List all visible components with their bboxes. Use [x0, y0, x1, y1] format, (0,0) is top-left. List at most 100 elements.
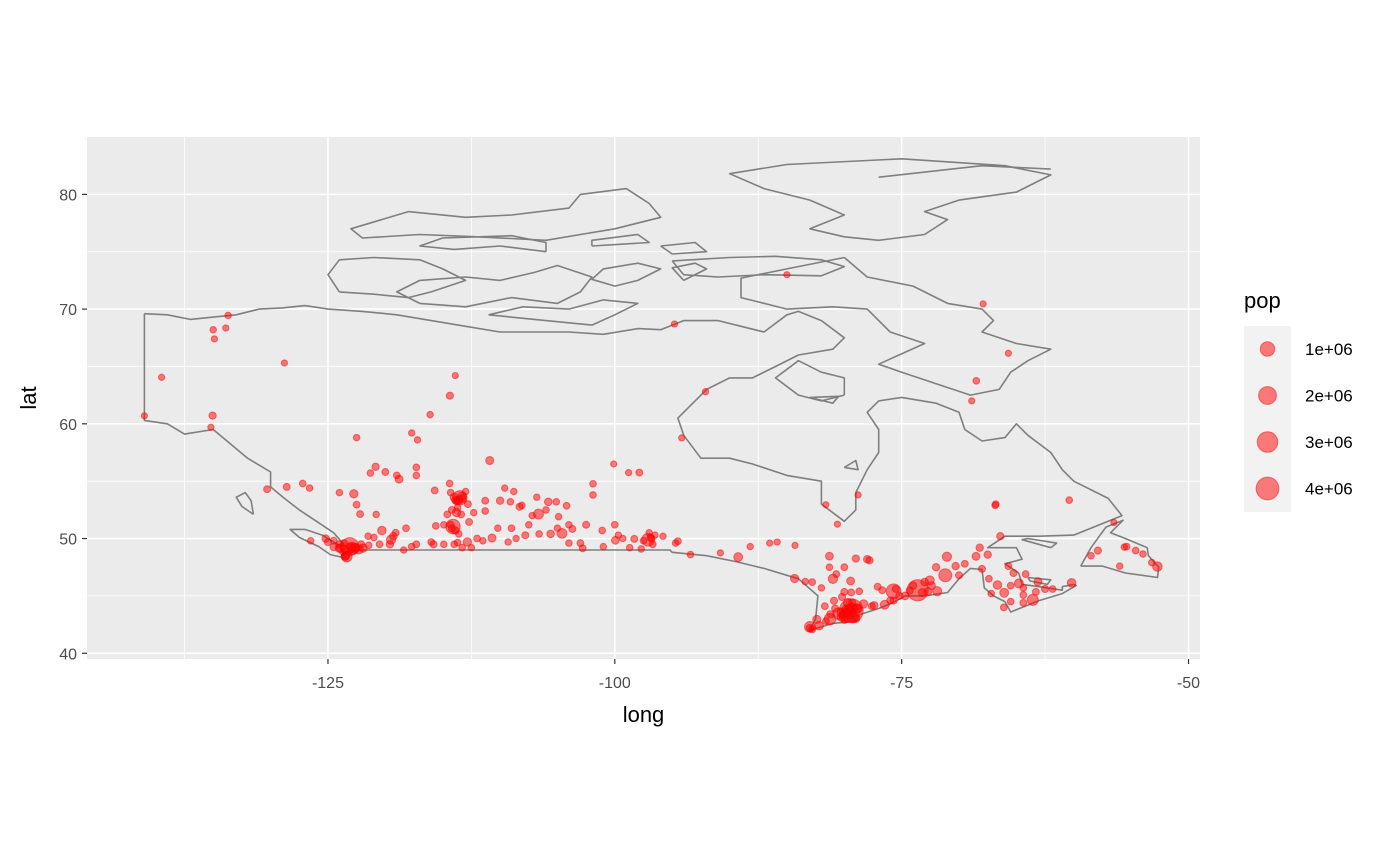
city-point: [996, 532, 1005, 541]
city-point: [599, 542, 608, 551]
city-point: [733, 552, 744, 563]
city-point: [340, 550, 351, 561]
city-point: [968, 397, 976, 405]
city-point: [826, 610, 835, 619]
city-point: [791, 541, 799, 550]
city-point: [938, 568, 953, 583]
city-point: [999, 603, 1008, 612]
city-point: [635, 468, 644, 477]
city-point: [801, 577, 810, 586]
outline-path: [843, 459, 859, 471]
city-point: [1066, 577, 1077, 588]
city-point: [1021, 570, 1030, 579]
city-point: [960, 559, 969, 568]
city-point: [494, 524, 502, 532]
city-point: [783, 271, 791, 279]
city-point: [845, 603, 854, 613]
city-point: [366, 469, 375, 477]
city-point: [1033, 577, 1043, 587]
city-point: [430, 486, 439, 495]
city-point: [352, 433, 361, 442]
y-tick-label: 80: [59, 187, 77, 204]
city-point: [495, 496, 505, 505]
y-axis-title: lat: [16, 386, 41, 409]
city-point: [854, 491, 862, 499]
city-point: [481, 507, 490, 515]
outline-path: [671, 262, 708, 282]
city-point: [487, 533, 497, 543]
city-point: [385, 540, 395, 549]
city-point: [852, 603, 863, 614]
city-point: [329, 536, 338, 545]
city-point: [951, 561, 960, 571]
city-point: [543, 497, 553, 507]
city-point: [140, 412, 148, 420]
city-point: [445, 479, 454, 488]
city-point: [983, 550, 992, 559]
city-point: [462, 537, 473, 547]
city-point: [461, 487, 470, 496]
city-point: [413, 436, 422, 444]
city-point: [426, 410, 434, 419]
city-point: [977, 564, 987, 573]
city-point: [565, 539, 573, 547]
city-point: [582, 520, 591, 529]
city-point: [157, 373, 166, 381]
city-point: [1048, 585, 1057, 593]
city-point: [521, 531, 530, 540]
outline-path: [728, 158, 1052, 242]
city-point: [1009, 568, 1018, 578]
city-point: [716, 549, 725, 557]
x-axis-title: long: [623, 702, 665, 727]
city-point: [867, 602, 876, 611]
x-tick-label: -50: [1177, 675, 1200, 692]
city-point: [458, 543, 467, 552]
city-point: [1006, 597, 1015, 606]
outline-path: [671, 255, 846, 278]
outline-path: [660, 241, 708, 255]
city-points: [140, 271, 1163, 634]
city-point: [364, 541, 373, 550]
city-point: [377, 525, 387, 536]
city-point: [465, 517, 474, 526]
city-point: [280, 359, 289, 367]
legend-key-symbol: [1255, 476, 1280, 501]
city-point: [335, 488, 344, 497]
city-point: [766, 539, 774, 547]
city-point: [637, 545, 646, 553]
city-point: [889, 596, 898, 605]
city-point: [209, 325, 217, 334]
city-point: [932, 586, 943, 597]
city-point: [825, 563, 834, 572]
city-point: [391, 528, 400, 537]
city-point: [224, 311, 232, 320]
city-point: [576, 539, 585, 548]
city-point: [1093, 546, 1102, 555]
city-point: [846, 576, 856, 586]
city-point: [840, 587, 849, 596]
city-point: [392, 471, 401, 480]
city-point: [339, 539, 349, 548]
city-point: [992, 580, 1003, 590]
legend-label: 1e+06: [1305, 340, 1353, 359]
city-point: [372, 510, 380, 519]
city-point: [431, 522, 440, 530]
city-point: [371, 462, 380, 471]
city-point: [979, 300, 987, 308]
panel-background: [87, 137, 1200, 659]
city-point: [500, 484, 509, 492]
city-point: [975, 543, 984, 552]
city-point: [999, 587, 1010, 598]
city-point: [305, 484, 314, 492]
city-point: [412, 471, 421, 480]
city-point: [518, 501, 526, 510]
city-point: [1019, 598, 1028, 607]
outline-path: [1027, 576, 1052, 586]
y-tick-label: 40: [59, 646, 77, 663]
outline-path: [143, 304, 1123, 632]
city-point: [686, 550, 695, 559]
city-point: [746, 542, 754, 551]
city-point: [630, 534, 639, 543]
city-point: [833, 520, 842, 528]
